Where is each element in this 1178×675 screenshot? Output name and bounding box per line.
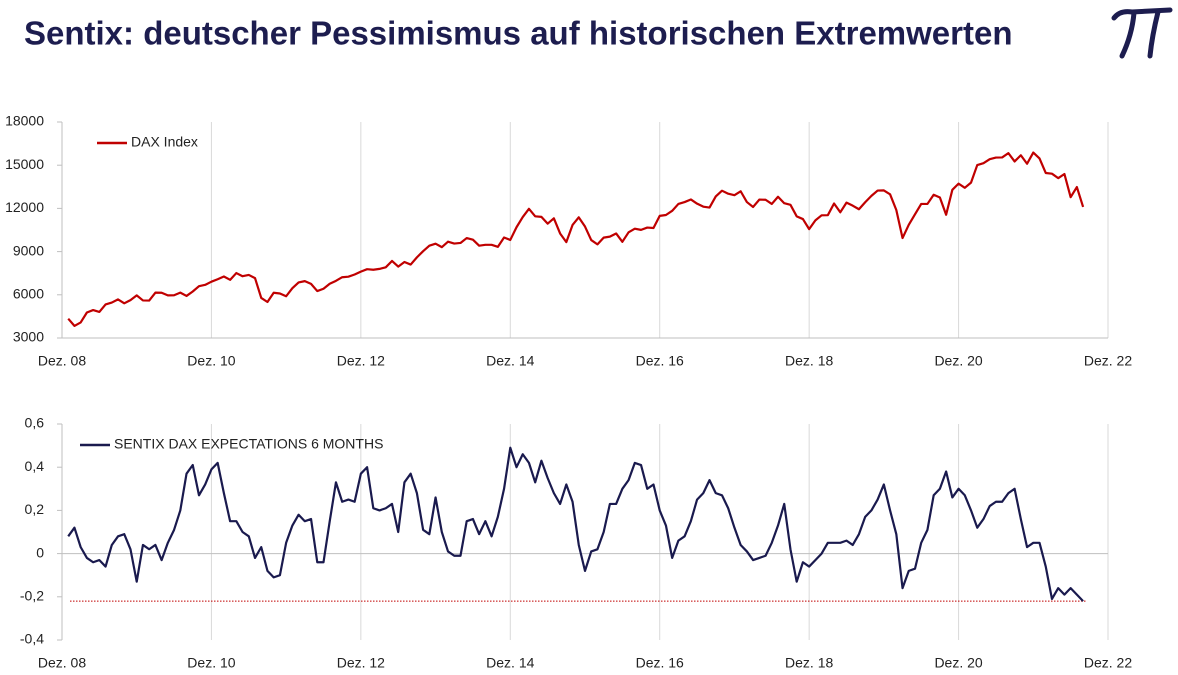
y-tick-label: 15000: [5, 156, 44, 172]
x-tick-label: Dez. 18: [785, 353, 833, 369]
y-tick-label: 3000: [13, 329, 44, 345]
y-tick-label: 18000: [5, 113, 44, 129]
x-tick-label: Dez. 08: [38, 655, 86, 671]
x-tick-label: Dez. 10: [187, 353, 235, 369]
x-tick-label: Dez. 22: [1084, 353, 1132, 369]
logo: [1111, 7, 1173, 59]
x-tick-label: Dez. 22: [1084, 655, 1132, 671]
x-tick-label: Dez. 20: [934, 655, 982, 671]
data-line: [67, 151, 1085, 327]
x-tick-label: Dez. 10: [187, 655, 235, 671]
x-tick-label: Dez. 20: [934, 353, 982, 369]
y-tick-label: 0,4: [25, 458, 45, 474]
y-tick-label: 0: [36, 544, 44, 560]
x-tick-label: Dez. 08: [38, 353, 86, 369]
x-tick-label: Dez. 16: [636, 353, 684, 369]
x-tick-label: Dez. 18: [785, 655, 833, 671]
x-tick-label: Dez. 16: [636, 655, 684, 671]
page-title: Sentix: deutscher Pessimismus auf histor…: [24, 15, 1013, 52]
legend-label: DAX Index: [131, 134, 198, 150]
y-tick-label: -0,4: [20, 631, 44, 647]
y-tick-label: 0,2: [25, 501, 45, 517]
y-tick-label: 9000: [13, 242, 44, 258]
y-tick-label: -0,2: [20, 588, 44, 604]
y-tick-label: 0,6: [25, 415, 45, 431]
x-tick-label: Dez. 12: [337, 353, 385, 369]
y-tick-label: 12000: [5, 199, 44, 215]
y-tick-label: 6000: [13, 286, 44, 302]
x-tick-label: Dez. 12: [337, 655, 385, 671]
x-tick-label: Dez. 14: [486, 655, 534, 671]
legend-label: SENTIX DAX EXPECTATIONS 6 MONTHS: [114, 436, 383, 452]
x-tick-label: Dez. 14: [486, 353, 534, 369]
data-line: [67, 446, 1084, 602]
